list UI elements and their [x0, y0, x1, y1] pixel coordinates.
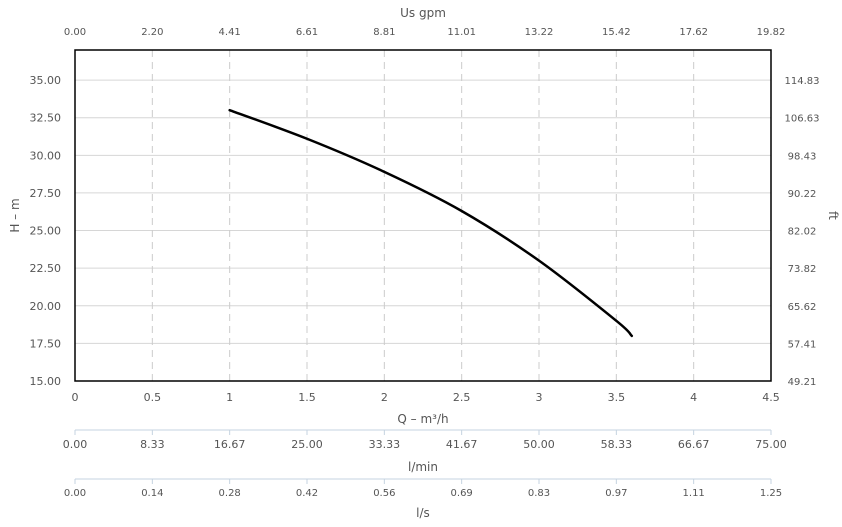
secondary-tick-label: 16.67	[214, 438, 246, 451]
secondary-tick-label: 1.11	[683, 488, 705, 499]
x-tick-label: 4.5	[762, 391, 780, 404]
secondary-axis-title: l/s	[416, 506, 430, 520]
x-tick-label: 1.5	[298, 391, 316, 404]
top-tick-label: 6.61	[296, 27, 318, 38]
y-tick-label: 20.00	[30, 300, 62, 313]
top-tick-label: 11.01	[447, 27, 476, 38]
secondary-tick-label: 58.33	[601, 438, 633, 451]
secondary-tick-label: 0.28	[219, 488, 241, 499]
right-tick-label: 90.22	[788, 189, 817, 200]
top-tick-label: 19.82	[757, 27, 786, 38]
x-tick-label: 4	[690, 391, 697, 404]
secondary-tick-label: 25.00	[291, 438, 323, 451]
top-tick-label: 13.22	[525, 27, 554, 38]
right-tick-label: 65.62	[788, 302, 817, 313]
secondary-tick-label: 0.83	[528, 488, 550, 499]
secondary-tick-label: 75.00	[755, 438, 787, 451]
right-tick-label: 106.63	[785, 114, 820, 125]
secondary-tick-label: 0.56	[373, 488, 395, 499]
x-tick-label: 3	[536, 391, 543, 404]
secondary-tick-label: 50.00	[523, 438, 555, 451]
secondary-tick-label: 0.42	[296, 488, 318, 499]
y-tick-label: 35.00	[30, 74, 62, 87]
secondary-tick-label: 33.33	[369, 438, 401, 451]
secondary-tick-label: 0.97	[605, 488, 627, 499]
secondary-tick-label: 0.00	[63, 438, 88, 451]
secondary-tick-label: 0.69	[451, 488, 473, 499]
secondary-axis-title: l/min	[408, 460, 438, 474]
x-tick-label: 3.5	[608, 391, 626, 404]
right-tick-label: 98.43	[788, 151, 817, 162]
secondary-tick-label: 66.67	[678, 438, 710, 451]
secondary-tick-label: 8.33	[140, 438, 165, 451]
secondary-tick-label: 1.25	[760, 488, 782, 499]
y-tick-label: 27.50	[30, 187, 62, 200]
x-tick-label: 0.5	[144, 391, 162, 404]
top-tick-label: 8.81	[373, 27, 395, 38]
y-tick-label: 22.50	[30, 262, 62, 275]
pump-curve-line	[228, 108, 634, 338]
right-axis-title: ft	[826, 211, 840, 220]
y-tick-label: 15.00	[30, 375, 62, 388]
secondary-tick-label: 0.14	[141, 488, 163, 499]
secondary-tick-label: 0.00	[64, 488, 86, 499]
y-axis-title: H – m	[8, 198, 22, 232]
secondary-tick-label: 41.67	[446, 438, 478, 451]
top-tick-label: 17.62	[679, 27, 708, 38]
x-tick-label: 1	[226, 391, 233, 404]
top-tick-label: 2.20	[141, 27, 163, 38]
y-tick-label: 32.50	[30, 112, 62, 125]
top-tick-label: 4.41	[219, 27, 241, 38]
top-axis-title: Us gpm	[400, 6, 446, 20]
y-tick-label: 30.00	[30, 149, 62, 162]
right-tick-label: 49.21	[788, 377, 817, 388]
plot-frame	[74, 49, 772, 382]
right-tick-label: 114.83	[785, 76, 820, 87]
top-tick-label: 15.42	[602, 27, 631, 38]
x-axis-title: Q – m³/h	[397, 412, 448, 426]
right-tick-label: 73.82	[788, 264, 817, 275]
y-tick-label: 17.50	[30, 337, 62, 350]
y-tick-label: 25.00	[30, 225, 62, 238]
right-tick-label: 57.41	[788, 339, 817, 350]
top-tick-label: 0.00	[64, 27, 86, 38]
right-tick-label: 82.02	[788, 227, 817, 238]
x-tick-label: 2	[381, 391, 388, 404]
x-tick-label: 2.5	[453, 391, 471, 404]
x-tick-label: 0	[72, 391, 79, 404]
